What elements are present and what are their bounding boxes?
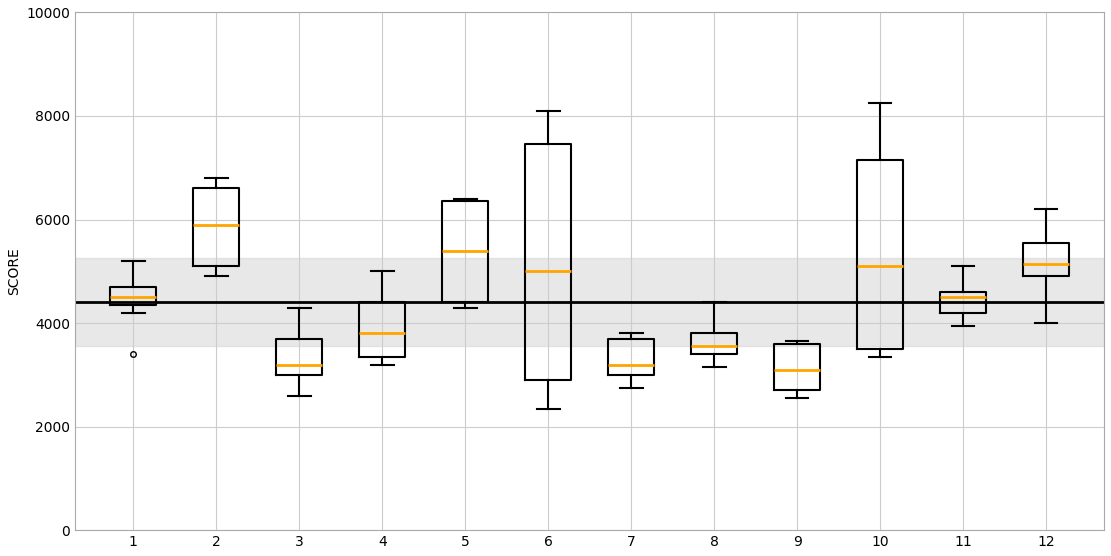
Bar <box>76 259 1104 346</box>
Y-axis label: SCORE: SCORE <box>7 247 21 295</box>
